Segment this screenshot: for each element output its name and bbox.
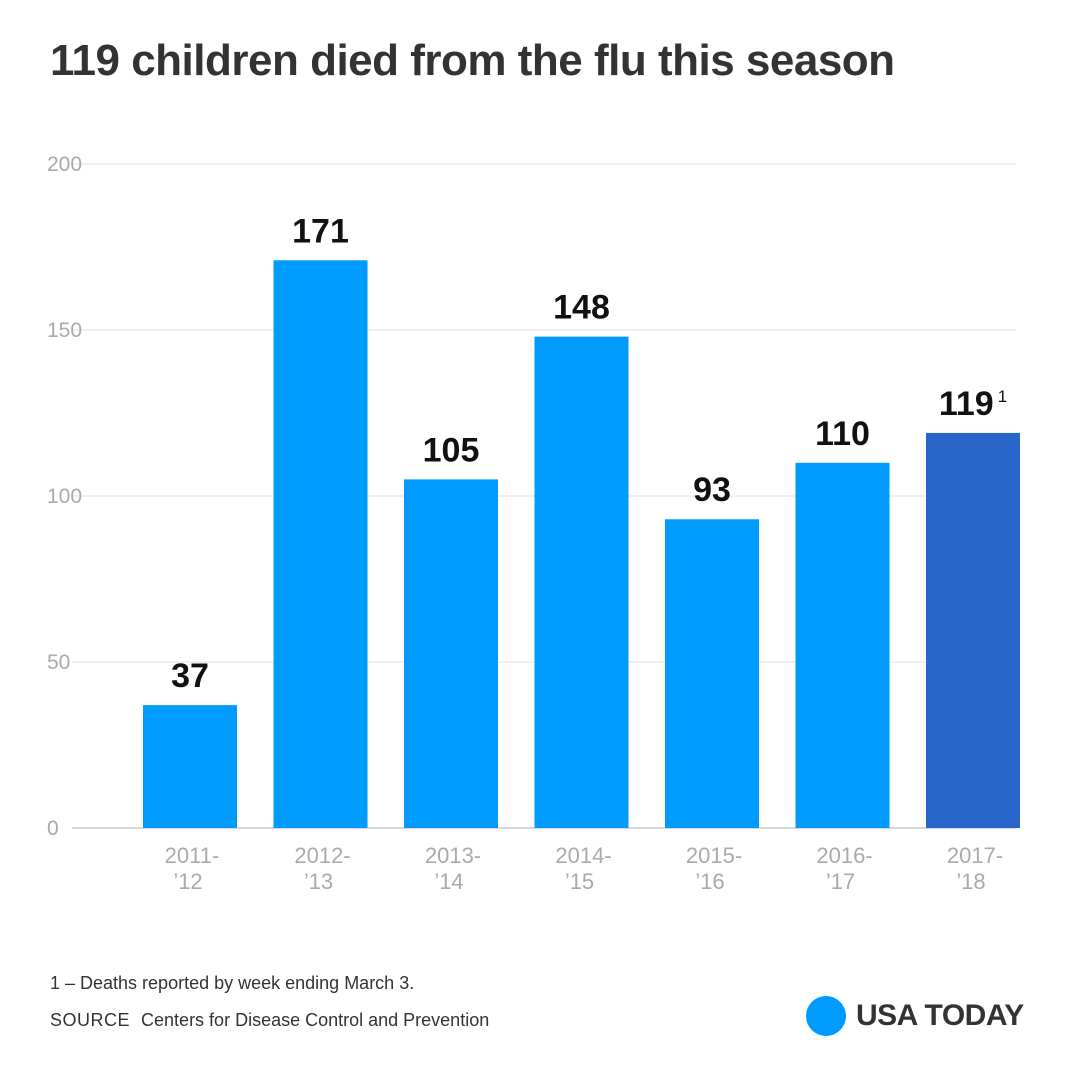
source-line: SOURCE Centers for Disease Control and P… [50, 1010, 489, 1031]
data-label: 148 [553, 289, 610, 327]
data-label: 110 [815, 415, 870, 453]
bar [273, 260, 368, 828]
y-tick-label: 0 [47, 817, 59, 840]
data-label: 119 1 [939, 385, 1007, 423]
bar [665, 519, 759, 828]
brand-name: USA TODAY [856, 999, 1024, 1032]
y-tick-label: 150 [47, 319, 82, 342]
data-label: 171 [292, 212, 349, 250]
x-tick-label: 2016-’17 [816, 843, 872, 894]
bar [795, 462, 890, 828]
x-tick-label: 2014-’15 [555, 843, 611, 894]
y-tick-label: 200 [47, 153, 82, 176]
chart-title: 119 children died from the flu this seas… [50, 36, 895, 85]
brand-dot-icon [806, 996, 846, 1036]
bar [143, 705, 237, 828]
bars [143, 260, 1020, 828]
bar [926, 432, 1020, 828]
bar [404, 479, 498, 828]
x-tick-label: 2011-’12 [165, 843, 220, 894]
data-label: 93 [693, 471, 731, 509]
x-axis-ticks: 2011-’12 2012-’13 2013-’14 2014-’15 2015-’16… [165, 843, 1003, 894]
x-tick-label: 2017-’18 [947, 843, 1003, 894]
y-axis-ticks: 0 50 100 150 200 [47, 153, 82, 840]
y-tick-label: 50 [47, 651, 70, 674]
brand-logo: USA TODAY [806, 996, 1024, 1036]
source-label: SOURCE [50, 1010, 131, 1030]
bar-chart: 0 50 100 150 200 37 171 105 148 93 110 119 1 2011-’… [47, 153, 1020, 894]
x-tick-label: 2013-’14 [425, 843, 481, 894]
y-tick-label: 100 [47, 485, 82, 508]
x-tick-label: 2015-’16 [686, 843, 742, 894]
x-tick-label: 2012-’13 [294, 843, 350, 894]
data-label: 37 [171, 657, 209, 695]
data-label: 105 [423, 431, 480, 469]
footnote: 1 – Deaths reported by week ending March… [50, 973, 415, 993]
source-text: Centers for Disease Control and Preventi… [141, 1010, 490, 1030]
bar [534, 336, 629, 828]
